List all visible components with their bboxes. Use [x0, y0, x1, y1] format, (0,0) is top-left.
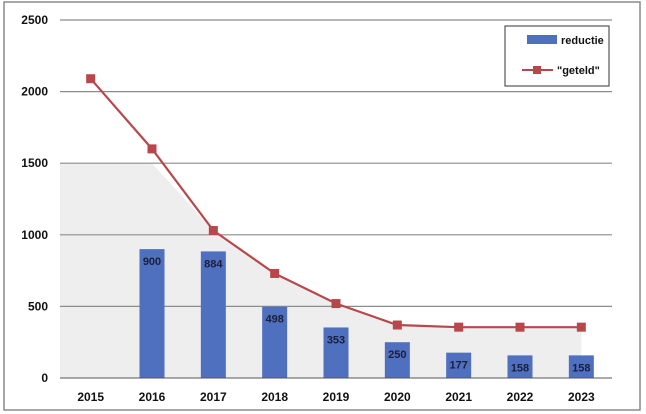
- legend: reductie "geteld": [504, 25, 610, 87]
- line-marker: [208, 226, 218, 236]
- bar: [200, 251, 226, 378]
- line-marker: [147, 144, 157, 154]
- bar-value-label: 498: [265, 314, 283, 326]
- legend-label-geteld: "geteld": [557, 65, 600, 77]
- x-tick-label: 2016: [139, 390, 166, 404]
- bar-value-label: 177: [449, 360, 467, 372]
- shaded-region: [60, 163, 582, 378]
- bar-value-label: 250: [388, 349, 406, 361]
- line-marker: [454, 322, 464, 332]
- bar: [384, 342, 410, 378]
- x-tick-label: 2019: [323, 390, 350, 404]
- y-tick-label: 1500: [21, 156, 48, 170]
- x-tick-label: 2020: [384, 390, 411, 404]
- bar-value-label: 158: [572, 362, 590, 374]
- x-tick-label: 2017: [200, 390, 227, 404]
- bar: [568, 355, 594, 378]
- x-tick-label: 2018: [261, 390, 288, 404]
- line-marker: [331, 299, 341, 309]
- bar-value-label: 158: [511, 362, 529, 374]
- legend-swatch-geteld-marker: [533, 66, 541, 74]
- bar: [507, 355, 533, 378]
- x-tick-label: 2023: [568, 390, 595, 404]
- bar-value-label: 900: [143, 256, 161, 268]
- y-tick-label: 0: [41, 371, 48, 385]
- legend-label-reductie: reductie: [561, 35, 604, 47]
- line-marker: [576, 322, 586, 332]
- line-marker: [392, 320, 402, 330]
- y-tick-label: 2500: [21, 13, 48, 27]
- x-tick-label: 2022: [507, 390, 534, 404]
- bar: [262, 306, 288, 378]
- bar-value-label: 884: [204, 258, 223, 270]
- line-marker: [86, 74, 96, 84]
- bar: [139, 249, 165, 378]
- x-tick-label: 2015: [77, 390, 104, 404]
- bar-value-label: 353: [327, 334, 345, 346]
- y-tick-label: 500: [28, 299, 48, 313]
- y-tick-label: 1000: [21, 228, 48, 242]
- legend-swatch-reductie: [527, 35, 557, 44]
- x-tick-label: 2021: [445, 390, 472, 404]
- line-marker: [515, 322, 525, 332]
- bar: [323, 327, 349, 378]
- bar: [446, 352, 472, 378]
- y-tick-label: 2000: [21, 85, 48, 99]
- line-marker: [270, 268, 280, 278]
